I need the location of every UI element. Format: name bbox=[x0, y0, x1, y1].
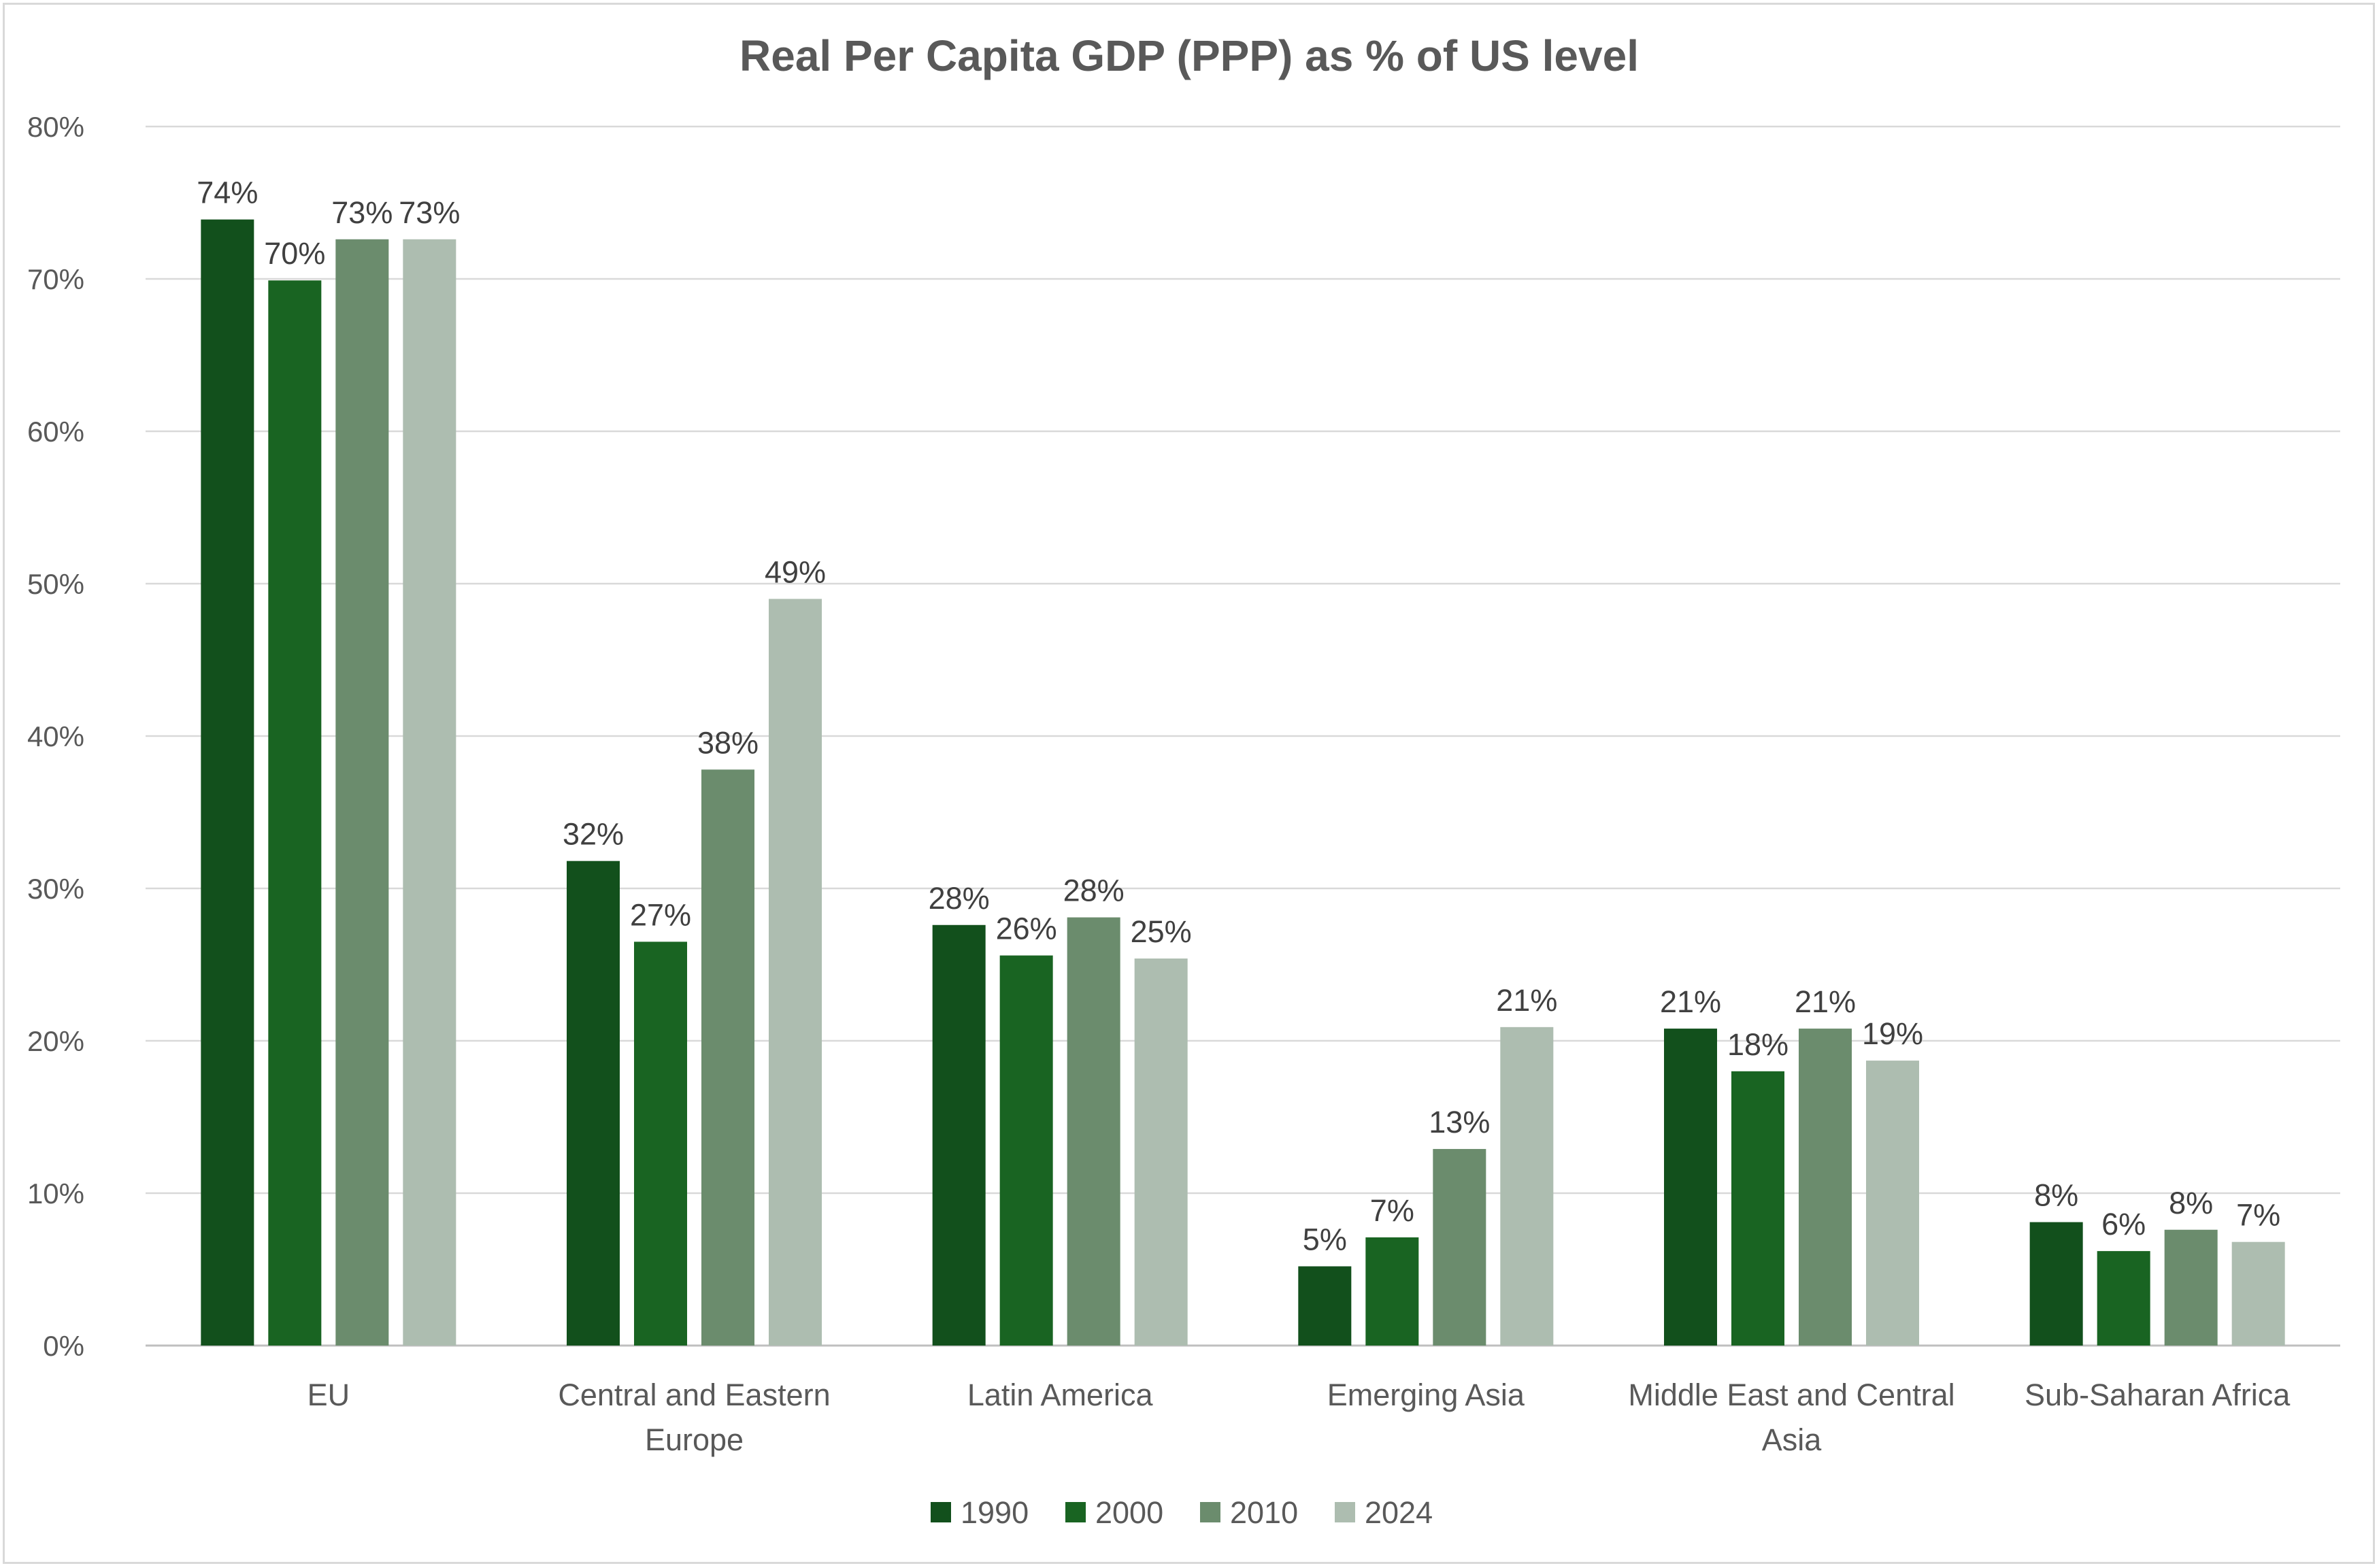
data-label: 6% bbox=[2101, 1207, 2146, 1241]
data-label: 70% bbox=[264, 236, 325, 271]
bars bbox=[201, 219, 2285, 1346]
x-tick-label: Middle East and Central bbox=[1628, 1378, 1954, 1412]
legend-swatch bbox=[1065, 1502, 1086, 1522]
bar bbox=[932, 924, 986, 1346]
data-label: 74% bbox=[197, 176, 258, 210]
bar bbox=[335, 239, 389, 1346]
data-label: 73% bbox=[399, 195, 460, 230]
data-label: 21% bbox=[1795, 984, 1856, 1019]
y-tick-label: 60% bbox=[27, 416, 84, 448]
legend-label: 2000 bbox=[1095, 1495, 1163, 1530]
data-label: 32% bbox=[563, 817, 624, 852]
y-tick-label: 40% bbox=[27, 720, 84, 752]
data-label: 26% bbox=[996, 912, 1057, 946]
bar bbox=[1731, 1071, 1784, 1346]
x-tick-label: Central and Eastern bbox=[558, 1378, 830, 1412]
legend: 1990 2000 2010 2024 bbox=[931, 1495, 1433, 1530]
bar bbox=[999, 955, 1053, 1346]
bar bbox=[567, 861, 620, 1346]
bar bbox=[1365, 1237, 1419, 1346]
bar bbox=[201, 219, 254, 1346]
legend-label: 1990 bbox=[961, 1495, 1029, 1530]
bar bbox=[2231, 1241, 2285, 1346]
x-tick-label: EU bbox=[307, 1378, 350, 1412]
y-tick-label: 10% bbox=[27, 1178, 84, 1210]
data-label: 73% bbox=[331, 195, 393, 230]
data-label: 25% bbox=[1131, 914, 1192, 949]
bar bbox=[701, 769, 754, 1346]
data-label: 19% bbox=[1862, 1016, 1923, 1051]
chart-frame bbox=[3, 3, 2375, 1564]
x-tick-label: Sub-Saharan Africa bbox=[2025, 1378, 2291, 1412]
data-label: 13% bbox=[1429, 1105, 1490, 1139]
data-label: 7% bbox=[2236, 1198, 2280, 1233]
data-label: 8% bbox=[2034, 1178, 2078, 1213]
bar bbox=[2164, 1229, 2218, 1346]
bar bbox=[1799, 1029, 1852, 1346]
legend-swatch bbox=[1200, 1502, 1220, 1522]
data-label: 38% bbox=[697, 725, 759, 760]
y-tick-label: 30% bbox=[27, 873, 84, 905]
y-tick-label: 20% bbox=[27, 1025, 84, 1057]
bar bbox=[268, 280, 322, 1346]
legend-label: 2010 bbox=[1230, 1495, 1298, 1530]
x-tick-label: Emerging Asia bbox=[1327, 1378, 1525, 1412]
chart-title: Real Per Capita GDP (PPP) as % of US lev… bbox=[739, 31, 1639, 80]
bar bbox=[1433, 1149, 1486, 1346]
bar bbox=[1067, 917, 1120, 1346]
y-tick-label: 0% bbox=[43, 1330, 84, 1362]
bar bbox=[769, 599, 822, 1346]
data-label: 49% bbox=[765, 554, 826, 589]
data-label: 7% bbox=[1370, 1193, 1414, 1228]
data-label: 8% bbox=[2169, 1186, 2213, 1220]
y-tick-label: 80% bbox=[27, 111, 84, 143]
data-label: 5% bbox=[1303, 1222, 1347, 1257]
bar bbox=[403, 239, 456, 1346]
data-label: 21% bbox=[1496, 983, 1557, 1018]
gridlines bbox=[146, 125, 2340, 1347]
x-tick-label: Latin America bbox=[967, 1378, 1154, 1412]
data-label: 28% bbox=[1063, 873, 1125, 908]
bar bbox=[2029, 1222, 2083, 1346]
y-tick-label: 70% bbox=[27, 263, 84, 295]
y-tick-label: 50% bbox=[27, 568, 84, 600]
legend-swatch bbox=[931, 1502, 951, 1522]
bar bbox=[1500, 1027, 1554, 1346]
bar bbox=[634, 941, 687, 1346]
y-axis-ticks: 0% 10% 20% 30% 40% 50% 60% 70% 80% bbox=[27, 111, 84, 1362]
data-labels: 74%70%73% 73%32%27%38%49%28%26%28%25%5%7%… bbox=[197, 176, 2280, 1257]
data-label: 18% bbox=[1727, 1027, 1789, 1062]
bar bbox=[1866, 1061, 1919, 1346]
bar bbox=[2097, 1251, 2150, 1346]
x-tick-label: Asia bbox=[1762, 1422, 1823, 1457]
bar bbox=[1664, 1029, 1717, 1346]
bar bbox=[1134, 958, 1188, 1346]
legend-swatch bbox=[1335, 1502, 1355, 1522]
data-label: 27% bbox=[630, 897, 691, 932]
data-label: 21% bbox=[1660, 984, 1721, 1019]
legend-label: 2024 bbox=[1365, 1495, 1433, 1530]
x-tick-label: Europe bbox=[645, 1422, 744, 1457]
data-label: 28% bbox=[929, 881, 990, 916]
bar bbox=[1298, 1266, 1352, 1346]
x-axis-ticks: EU Central and Eastern Europe Latin America… bbox=[307, 1378, 2291, 1457]
